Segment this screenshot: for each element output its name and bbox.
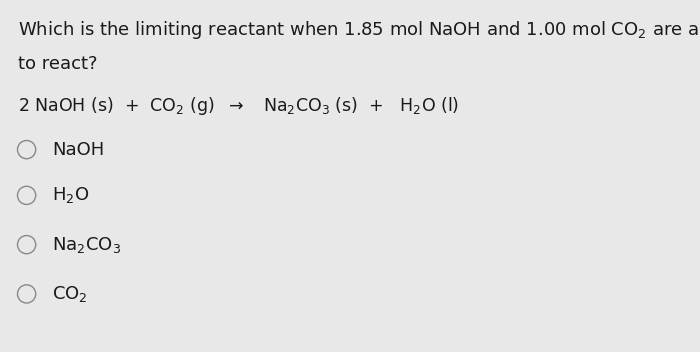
Text: H$_2$O: H$_2$O bbox=[52, 186, 90, 205]
Text: Which is the limiting reactant when 1.85 mol NaOH and 1.00 mol CO$_2$ are allowe: Which is the limiting reactant when 1.85… bbox=[18, 19, 700, 42]
Text: to react?: to react? bbox=[18, 55, 97, 73]
Text: CO$_2$: CO$_2$ bbox=[52, 284, 88, 304]
Text: Na$_2$CO$_3$: Na$_2$CO$_3$ bbox=[52, 235, 122, 254]
Text: 2 NaOH (s)  +  CO$_2$ (g)  $\rightarrow$   Na$_2$CO$_3$ (s)  +   H$_2$O (l): 2 NaOH (s) + CO$_2$ (g) $\rightarrow$ Na… bbox=[18, 95, 458, 117]
Text: NaOH: NaOH bbox=[52, 140, 105, 159]
